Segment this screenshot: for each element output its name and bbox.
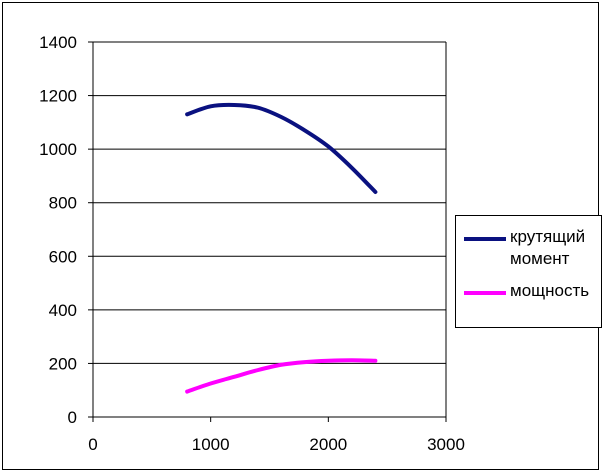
x-tick-label-0: 0 <box>88 435 97 454</box>
line-chart: 0 200 400 600 800 1000 1200 1400 0 1000 2000 3000 <box>39 33 465 454</box>
legend-swatch-power <box>464 291 506 295</box>
legend-item-torque: крутящий момент <box>464 226 600 270</box>
x-tick-label-1000: 1000 <box>192 435 230 454</box>
y-tick-label-200: 200 <box>49 354 77 373</box>
y-tick-label-600: 600 <box>49 247 77 266</box>
series-lines <box>185 102 378 394</box>
series-line-torque <box>185 102 378 194</box>
series-line-power <box>185 358 378 394</box>
y-tick-label-1000: 1000 <box>39 140 77 159</box>
legend-label-power: мощность <box>510 281 590 300</box>
legend-label-torque: крутящий момент <box>510 227 586 268</box>
gridlines <box>93 41 446 364</box>
y-tick-label-800: 800 <box>49 194 77 213</box>
x-tick-label-2000: 2000 <box>309 435 347 454</box>
y-tick-label-400: 400 <box>49 301 77 320</box>
x-tick-label-3000: 3000 <box>427 435 465 454</box>
legend: крутящий момент мощность <box>455 215 602 328</box>
y-tick-label-1400: 1400 <box>39 33 77 52</box>
axes <box>88 41 447 422</box>
y-tick-label-1200: 1200 <box>39 87 77 106</box>
y-tick-label-0: 0 <box>68 408 77 427</box>
tick-labels: 0 200 400 600 800 1000 1200 1400 0 1000 2000 3000 <box>39 33 465 454</box>
legend-swatch-torque <box>464 237 506 241</box>
legend-item-power: мощность <box>464 280 589 302</box>
